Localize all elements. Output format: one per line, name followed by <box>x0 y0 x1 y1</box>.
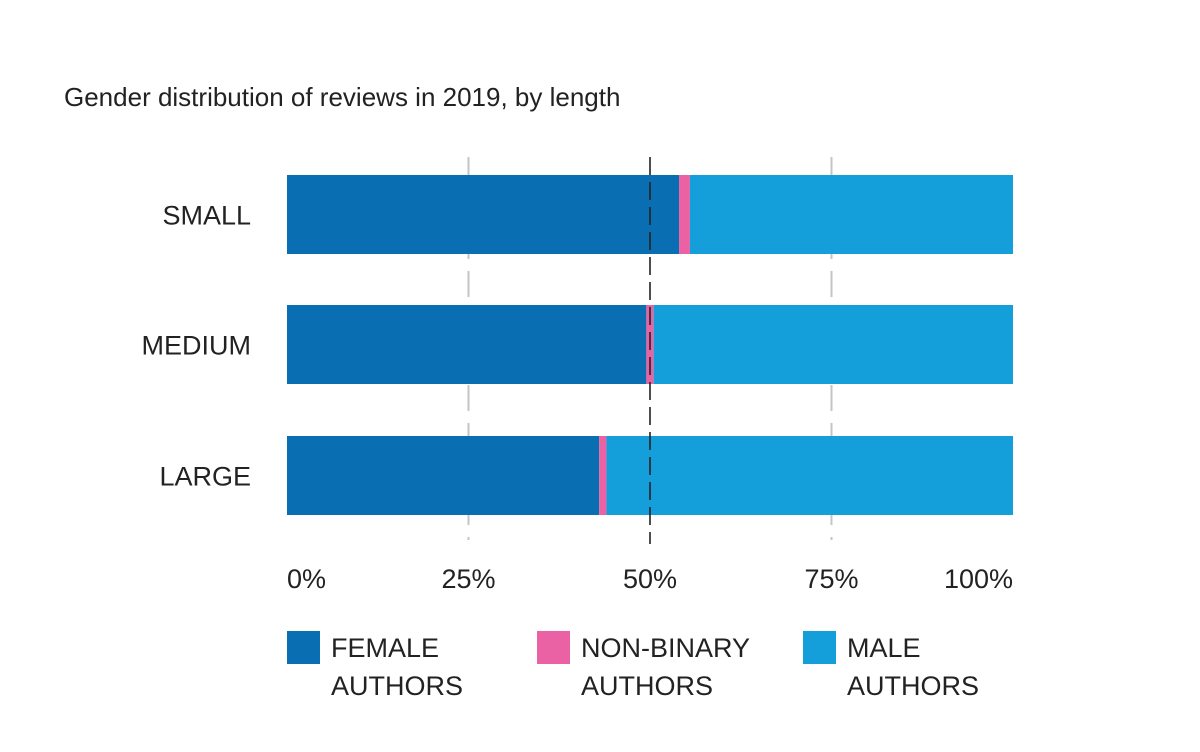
x-axis-tick-labels: 0% 25% 50% 75% 100% <box>287 564 1013 594</box>
legend-swatch-female-authors <box>287 631 320 664</box>
legend-swatch-non-binary-authors <box>537 631 570 664</box>
bar-medium-female-authors <box>287 305 647 384</box>
legend-item-male-authors: MALE AUTHORS <box>803 631 979 701</box>
category-labels: SMALL MEDIUM LARGE <box>142 201 252 492</box>
legend-label-female-authors: FEMALE AUTHORS <box>331 633 463 701</box>
tick-label-50: 50% <box>623 564 677 594</box>
tick-label-100: 100% <box>944 564 1013 594</box>
bar-large-non-binary-authors <box>599 436 607 515</box>
bar-small-non-binary-authors <box>679 175 690 254</box>
legend-label-non-binary-authors: NON-BINARY AUTHORS <box>581 633 750 701</box>
bars <box>287 175 1013 515</box>
category-label-medium: MEDIUM <box>142 331 252 361</box>
tick-label-75: 75% <box>804 564 858 594</box>
legend-item-female-authors: FEMALE AUTHORS <box>287 631 463 701</box>
bar-large-female-authors <box>287 436 600 515</box>
bar-small-female-authors <box>287 175 680 254</box>
legend: FEMALE AUTHORS NON-BINARY AUTHORS MALE AUTHOR… <box>287 631 979 701</box>
bar-medium-male-authors <box>653 305 1013 384</box>
tick-label-25: 25% <box>441 564 495 594</box>
legend-label-male-authors: MALE AUTHORS <box>847 633 979 701</box>
legend-item-non-binary-authors: NON-BINARY AUTHORS <box>537 631 750 701</box>
chart-title: Gender distribution of reviews in 2019, … <box>64 82 620 112</box>
legend-swatch-male-authors <box>803 631 836 664</box>
category-label-small: SMALL <box>162 201 251 231</box>
tick-label-0: 0% <box>287 564 326 594</box>
bar-small-male-authors <box>689 175 1013 254</box>
category-label-large: LARGE <box>159 462 251 492</box>
bar-large-male-authors <box>606 436 1013 515</box>
